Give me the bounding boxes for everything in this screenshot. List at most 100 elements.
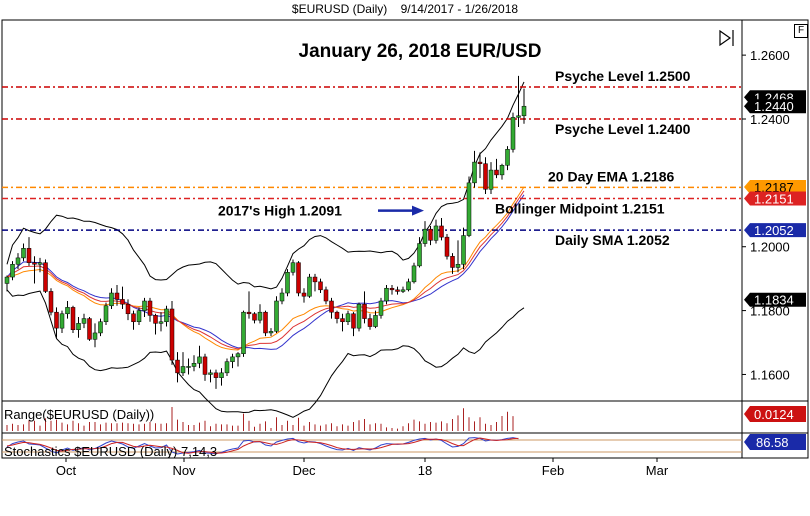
- candle-body: [378, 300, 384, 316]
- candle-body: [323, 289, 329, 302]
- level-label: 20 Day EMA 1.2186: [548, 168, 675, 184]
- candle-body: [70, 307, 76, 330]
- candle-body: [246, 311, 252, 315]
- candle-body: [65, 307, 70, 315]
- candle-body: [395, 289, 400, 292]
- x-tick-label: Feb: [542, 463, 564, 478]
- candle-body: [230, 356, 235, 362]
- candle-body: [81, 318, 87, 324]
- candle-body: [477, 161, 483, 164]
- candle-body: [142, 300, 147, 311]
- candle-body: [120, 299, 125, 305]
- range-panel-label: Range($EURUSD (Daily)): [4, 407, 154, 422]
- candle-body: [499, 165, 505, 176]
- candle-body: [10, 264, 15, 278]
- candle-body: [439, 225, 444, 238]
- price-label-tag: [744, 292, 806, 307]
- candle-body: [131, 313, 136, 323]
- candle-body: [32, 262, 37, 265]
- candle-body: [224, 361, 230, 374]
- level-label: Psyche Level 1.2400: [555, 121, 691, 137]
- candle-body: [103, 305, 109, 323]
- candle-body: [411, 265, 417, 283]
- y-tick-label: 1.2000: [750, 240, 790, 255]
- candle-body: [329, 300, 334, 313]
- ema-line: [6, 186, 525, 351]
- price-label-text: 1.2440: [754, 99, 794, 114]
- bollinger-upper-line: [6, 81, 525, 290]
- x-tick-label: Oct: [56, 463, 77, 478]
- chart-date-range: 9/14/2017 - 1/26/2018: [400, 2, 519, 16]
- candle-body: [197, 356, 202, 364]
- candle-body: [202, 356, 208, 375]
- candle-body: [362, 303, 367, 319]
- price-axis-frame: [741, 19, 809, 459]
- candle-body: [334, 311, 340, 319]
- play-arrow-icon: [719, 29, 732, 47]
- candle-body: [406, 281, 411, 291]
- candle-body: [483, 163, 488, 190]
- candle-body: [417, 243, 422, 267]
- candle-body: [466, 182, 472, 236]
- candle-body: [521, 105, 527, 117]
- candle-body: [516, 115, 521, 118]
- candle-body: [444, 236, 450, 257]
- candle-body: [54, 311, 59, 329]
- candle-body: [307, 276, 312, 297]
- candle-body: [158, 321, 164, 324]
- price-label-tag: [744, 180, 806, 195]
- chart-header: $EURUSD (Daily) 9/14/2017 - 1/26/2018: [0, 0, 810, 18]
- candle-body: [263, 311, 268, 334]
- candle-body: [318, 281, 323, 291]
- candle-body: [472, 161, 477, 184]
- y-tick-label: 1.1800: [750, 304, 790, 319]
- x-tick-label: Nov: [172, 463, 196, 478]
- candle-body: [290, 262, 296, 273]
- candle-body: [433, 225, 439, 241]
- candle-body: [169, 308, 175, 361]
- candle-body: [252, 313, 257, 321]
- stoch-panel-label: Stochastics $EURUSD (Daily) 7,14,3: [4, 444, 217, 459]
- y-tick-label: 1.2600: [750, 48, 790, 63]
- price-label-tag: [744, 191, 806, 206]
- candle-body: [345, 313, 351, 323]
- bollinger-midpoint-line: [6, 190, 525, 350]
- sma-line: [6, 194, 525, 350]
- candle-body: [59, 313, 65, 329]
- candle-body: [213, 372, 219, 378]
- candle-body: [241, 311, 246, 354]
- range-value-tag: [744, 406, 806, 422]
- candle-body: [26, 248, 32, 263]
- candle-body: [37, 262, 43, 265]
- candle-body: [488, 169, 494, 190]
- candle-body: [43, 262, 48, 292]
- candle-body: [109, 292, 114, 307]
- candle-body: [125, 303, 131, 315]
- candle-body: [175, 359, 180, 374]
- range-value-text: 0.0124: [754, 407, 794, 422]
- level-label: Bollinger Midpoint 1.2151: [495, 201, 665, 217]
- stoch-value-tag: [744, 434, 806, 450]
- x-tick-label: Dec: [292, 463, 316, 478]
- candle-body: [384, 287, 389, 302]
- x-tick-label: 18: [418, 463, 432, 478]
- candle-body: [505, 149, 510, 166]
- candle-body: [356, 303, 362, 329]
- candle-body: [92, 332, 98, 340]
- y-tick-label: 1.1600: [750, 367, 790, 382]
- chart-symbol-title: $EURUSD (Daily): [291, 2, 388, 16]
- candle-body: [279, 292, 285, 302]
- candle-body: [114, 292, 120, 300]
- stoch-value-text: 86.58: [756, 435, 789, 450]
- candle-body: [400, 289, 406, 292]
- candle-body: [76, 323, 81, 330]
- candle-body: [428, 228, 433, 241]
- bollinger-lower-line: [6, 289, 525, 418]
- candle-body: [389, 287, 395, 291]
- candle-body: [98, 321, 103, 334]
- candle-body: [450, 256, 455, 268]
- candle-body: [510, 117, 516, 150]
- candle-body: [147, 300, 153, 316]
- annotation-arrow-head: [412, 205, 424, 216]
